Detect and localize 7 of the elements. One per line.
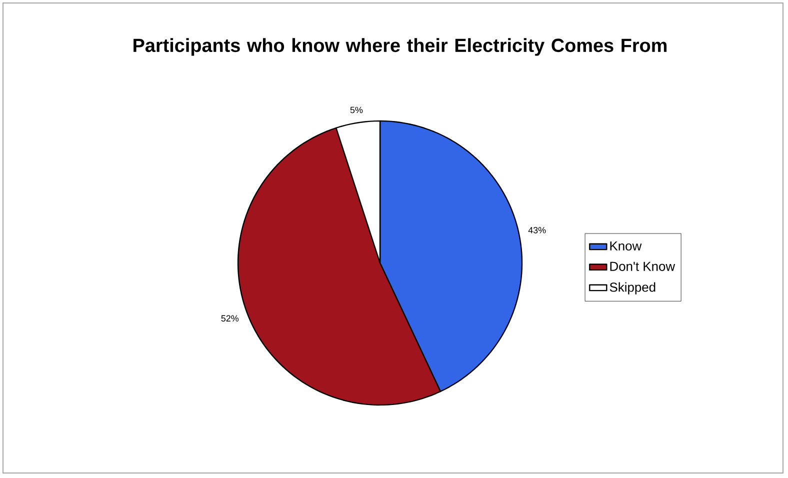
data-label: 52% bbox=[221, 315, 239, 322]
legend-label: Skipped bbox=[610, 282, 656, 294]
legend-label: Know bbox=[610, 242, 642, 251]
data-label: 43% bbox=[528, 226, 546, 234]
data-label: 5% bbox=[350, 106, 363, 114]
chart-title: Participants who know where their Electricity Comes From bbox=[134, 38, 667, 56]
legend-label: Don't Know bbox=[610, 262, 676, 271]
